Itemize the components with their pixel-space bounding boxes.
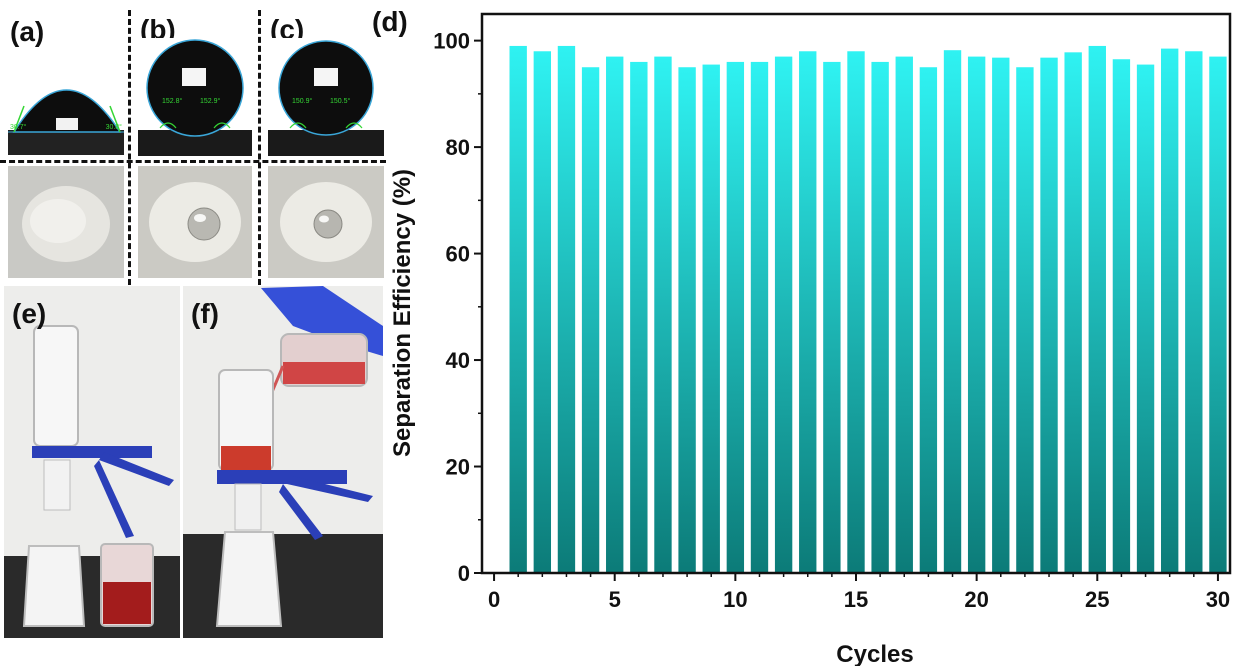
angle-a-right: 30.8° bbox=[105, 124, 122, 131]
x-tick-label: 15 bbox=[844, 587, 868, 612]
bar-cycle-11 bbox=[750, 61, 769, 574]
bar-cycle-3 bbox=[557, 45, 576, 573]
contact-angle-photo-c: 150.9° 150.5° bbox=[268, 38, 384, 156]
powder-photo-c bbox=[268, 166, 384, 278]
angle-c-right: 150.5° bbox=[330, 98, 351, 105]
bar-cycle-30 bbox=[1209, 56, 1227, 574]
bar-cycle-2 bbox=[533, 51, 552, 574]
plot-frame bbox=[480, 12, 1232, 575]
powder-photo-b bbox=[138, 166, 252, 278]
bar-cycle-21 bbox=[992, 57, 1010, 574]
divider-top-bottom bbox=[0, 160, 386, 163]
bar-cycle-28 bbox=[1160, 48, 1179, 574]
x-tick-label: 0 bbox=[488, 587, 500, 612]
bar-cycle-12 bbox=[774, 56, 793, 574]
bar-cycle-7 bbox=[654, 56, 672, 574]
x-tick-label: 10 bbox=[723, 587, 747, 612]
panel-label-f: (f) bbox=[191, 298, 219, 329]
bar-cycle-9 bbox=[702, 64, 720, 574]
bar-group bbox=[509, 45, 1227, 574]
bar-cycle-8 bbox=[678, 67, 696, 573]
bar-cycle-29 bbox=[1185, 51, 1203, 574]
angle-b-left: 152.8° bbox=[162, 98, 183, 105]
panel-label-a: (a) bbox=[10, 16, 45, 47]
x-axis-ticks: 0 5 10 15 20 25 30 bbox=[488, 573, 1230, 612]
bar-cycle-25 bbox=[1088, 45, 1106, 573]
bar-cycle-13 bbox=[799, 51, 817, 574]
angle-c-left: 150.9° bbox=[292, 98, 313, 105]
bar-cycle-22 bbox=[1016, 67, 1034, 573]
bar-cycle-20 bbox=[967, 56, 986, 574]
bar-cycle-23 bbox=[1040, 57, 1058, 574]
y-axis-label: Separation Efficiency (%) bbox=[389, 169, 416, 457]
filtration-photo-f: (f) bbox=[183, 286, 383, 638]
divider-b-c bbox=[258, 10, 261, 285]
bar-cycle-6 bbox=[630, 61, 648, 574]
panel-label-e: (e) bbox=[12, 298, 47, 329]
y-tick-label: 80 bbox=[446, 135, 470, 160]
y-tick-label: 40 bbox=[446, 348, 470, 373]
x-axis-label: Cycles bbox=[836, 641, 913, 666]
divider-a-b bbox=[128, 10, 131, 285]
angle-a-left: 30.7° bbox=[10, 124, 27, 131]
x-tick-label: 25 bbox=[1085, 587, 1109, 612]
bar-cycle-15 bbox=[847, 51, 865, 574]
x-tick-label: 5 bbox=[609, 587, 621, 612]
panel-label-d: (d) bbox=[372, 6, 408, 37]
y-tick-label: 0 bbox=[458, 561, 470, 586]
bar-cycle-10 bbox=[726, 61, 745, 574]
bar-cycle-24 bbox=[1064, 52, 1082, 574]
bar-cycle-4 bbox=[581, 67, 600, 573]
y-tick-label: 20 bbox=[446, 455, 470, 480]
bar-cycle-26 bbox=[1112, 59, 1131, 573]
y-tick-label: 100 bbox=[433, 29, 470, 54]
bar-cycle-14 bbox=[823, 61, 841, 574]
contact-angle-photo-b: 152.8° 152.9° bbox=[138, 38, 252, 156]
bar-cycle-17 bbox=[895, 56, 913, 574]
x-tick-label: 20 bbox=[964, 587, 988, 612]
bar-cycle-19 bbox=[943, 50, 962, 573]
bar-cycle-5 bbox=[606, 56, 624, 574]
bar-cycle-1 bbox=[509, 45, 527, 573]
y-axis-ticks: 0 20 40 60 80 100 bbox=[433, 29, 482, 586]
bar-cycle-16 bbox=[871, 61, 889, 574]
bar-cycle-18 bbox=[919, 67, 938, 573]
y-tick-label: 60 bbox=[446, 242, 470, 267]
filtration-photo-e: (e) bbox=[4, 286, 180, 638]
angle-b-right: 152.9° bbox=[200, 98, 221, 105]
x-tick-label: 30 bbox=[1206, 587, 1230, 612]
powder-photo-a bbox=[8, 166, 124, 278]
bar-cycle-27 bbox=[1136, 64, 1155, 574]
contact-angle-photo-a: 30.7° 30.8° bbox=[8, 60, 124, 155]
